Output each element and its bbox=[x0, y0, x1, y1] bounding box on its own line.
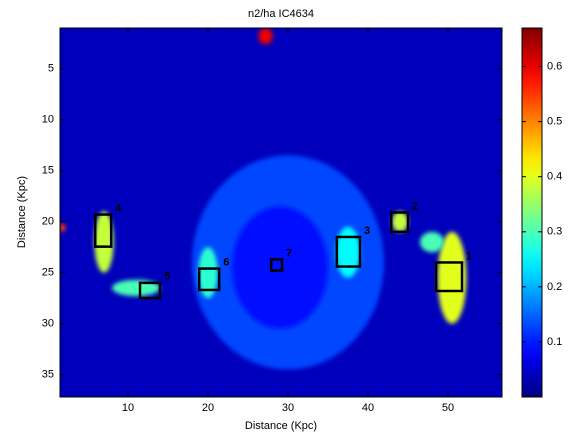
y-tick-label: 10 bbox=[42, 114, 54, 126]
y-tick-label: 20 bbox=[42, 216, 54, 228]
x-axis-label: Distance (Kpc) bbox=[245, 420, 317, 432]
colorbar-tick-label: 0.1 bbox=[547, 336, 562, 348]
box-label: 4 bbox=[115, 202, 122, 214]
region-box bbox=[138, 281, 162, 300]
y-tick-label: 15 bbox=[42, 165, 54, 177]
region-box bbox=[389, 211, 410, 234]
heat-region bbox=[232, 206, 328, 329]
y-tick-label: 5 bbox=[48, 63, 54, 75]
axes-frame bbox=[59, 27, 503, 398]
heat-region bbox=[420, 231, 444, 253]
colorbar-tick-label: 0.6 bbox=[547, 60, 562, 72]
region-box bbox=[269, 258, 284, 272]
heat-region bbox=[94, 211, 114, 273]
y-tick-label: 25 bbox=[42, 267, 54, 279]
region-box bbox=[335, 235, 362, 268]
colorbar-tick-label: 0.2 bbox=[547, 281, 562, 293]
colorbar-tick-label: 0.5 bbox=[547, 116, 562, 128]
box-label: 3 bbox=[364, 225, 370, 237]
region-box bbox=[434, 261, 464, 293]
heat-region bbox=[392, 211, 408, 232]
colorbar-tick-label: 0.3 bbox=[547, 226, 562, 238]
y-tick-label: 35 bbox=[42, 368, 54, 380]
x-tick-label: 30 bbox=[282, 402, 294, 414]
box-label: 7 bbox=[286, 247, 292, 259]
y-axis-label: Distance (Kpc) bbox=[16, 176, 28, 248]
box-label: 5 bbox=[164, 271, 170, 283]
colorbar bbox=[521, 27, 543, 398]
box-label: 6 bbox=[223, 256, 229, 268]
y-tick-label: 30 bbox=[42, 318, 54, 330]
region-box bbox=[93, 213, 113, 248]
region-box bbox=[197, 267, 221, 292]
x-tick-label: 40 bbox=[362, 402, 374, 414]
heat-region bbox=[60, 223, 66, 232]
box-label: 1 bbox=[466, 250, 472, 262]
heat-region bbox=[258, 28, 273, 45]
heat-region bbox=[198, 247, 218, 299]
overlay: 1 2 3 4 5 6 7 bbox=[59, 27, 503, 398]
heat-region bbox=[437, 231, 467, 324]
x-tick-label: 50 bbox=[442, 402, 454, 414]
chart-title: n2/ha IC4634 bbox=[248, 8, 314, 20]
box-label: 2 bbox=[412, 200, 418, 212]
heat-region bbox=[336, 226, 360, 278]
plot-area bbox=[60, 28, 502, 397]
colorbar-tick-label: 0.4 bbox=[547, 171, 562, 183]
x-tick-label: 10 bbox=[122, 402, 134, 414]
x-tick-label: 20 bbox=[202, 402, 214, 414]
